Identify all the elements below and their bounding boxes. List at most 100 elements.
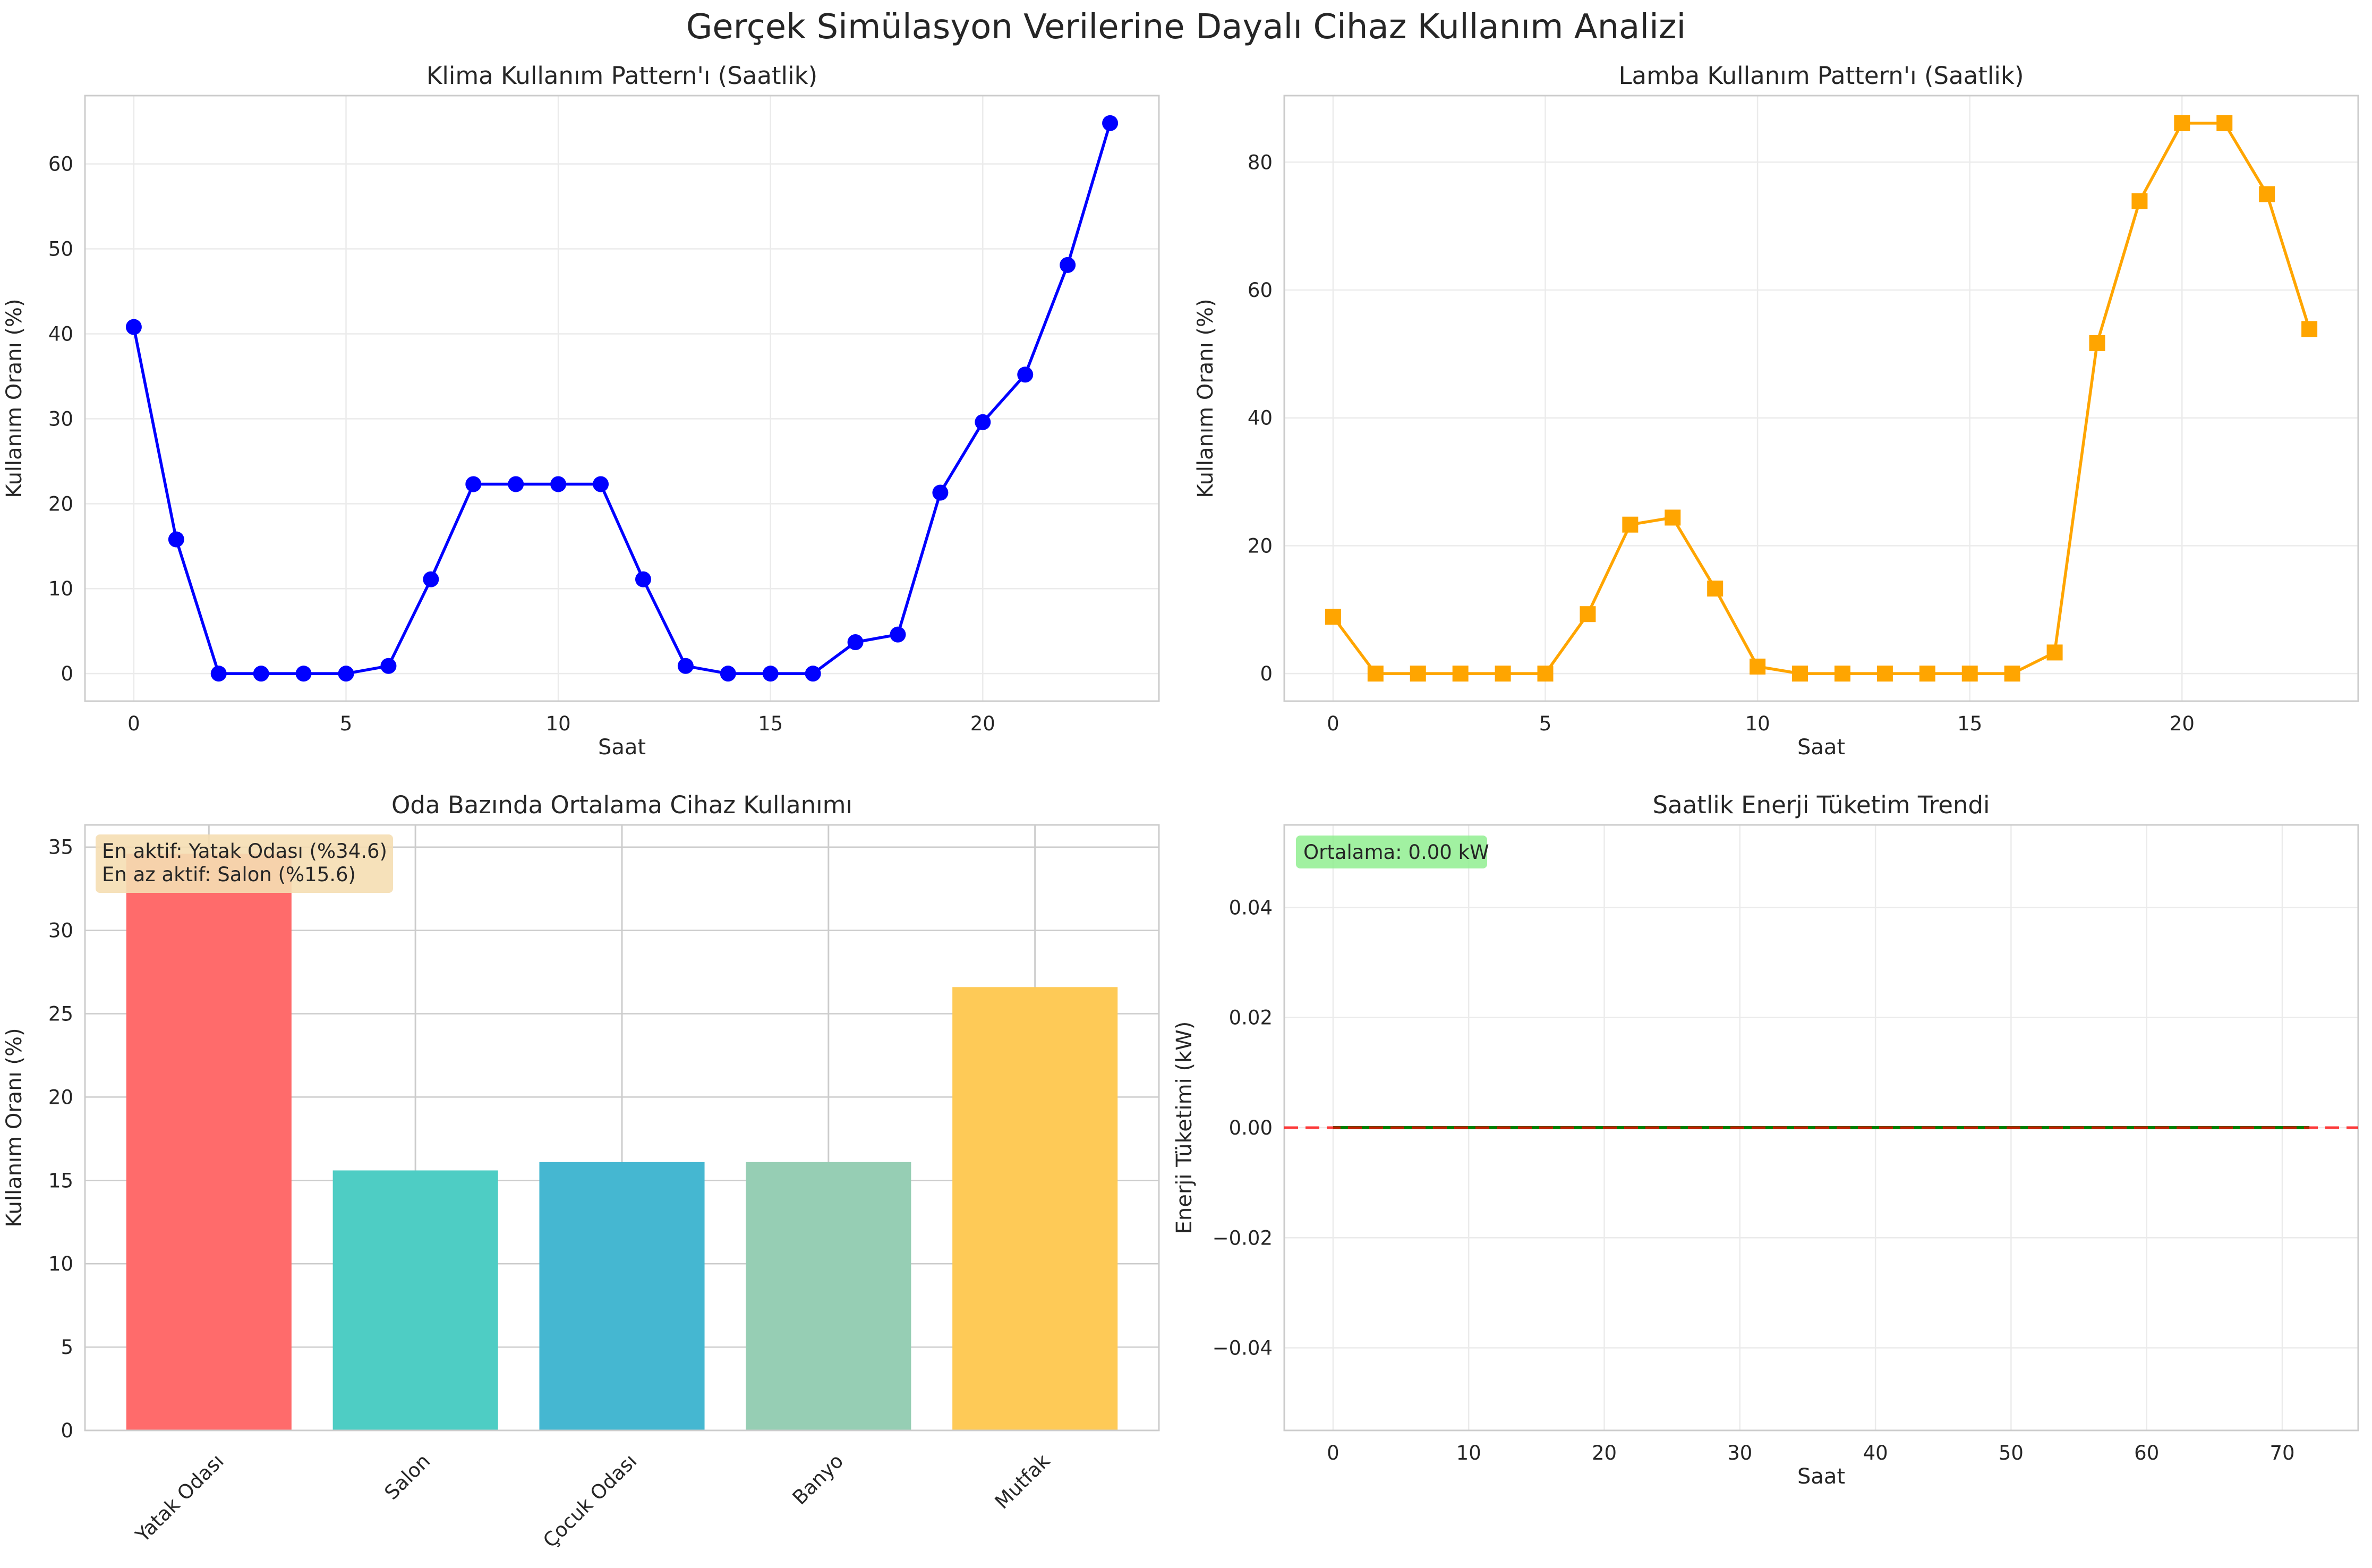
data-point <box>2174 115 2190 131</box>
x-tick-label: Salon <box>380 1450 435 1504</box>
data-point <box>805 666 821 682</box>
y-tick-label: 30 <box>48 407 73 430</box>
data-point <box>593 476 609 492</box>
axes-frame <box>84 824 1160 1431</box>
enerji-x-axis-label: Saat <box>1797 1464 1845 1489</box>
figure-title: Gerçek Simülasyon Verilerine Dayalı Ciha… <box>686 7 1686 47</box>
x-tick-label: 0 <box>1327 712 1339 735</box>
y-tick-label: −0.02 <box>1213 1226 1273 1249</box>
x-tick-label: 10 <box>546 712 571 735</box>
y-tick-label: 0.04 <box>1229 896 1273 919</box>
x-tick-label: 15 <box>1957 712 1982 735</box>
x-tick-label: 50 <box>1999 1442 2024 1464</box>
y-tick-label: 0.02 <box>1229 1007 1273 1029</box>
data-point <box>1367 666 1384 682</box>
data-point <box>1017 367 1034 383</box>
klima-chart: Klima Kullanım Pattern'ı (Saatlik) Saat … <box>2 62 1160 760</box>
x-tick-label: 20 <box>970 712 995 735</box>
data-point <box>1876 666 1893 682</box>
y-tick-label: 40 <box>1248 407 1273 430</box>
data-point <box>1834 666 1850 682</box>
data-point <box>2046 644 2063 661</box>
klima-y-axis-label: Kullanım Oranı (%) <box>2 299 27 498</box>
data-point <box>1750 658 1766 675</box>
y-tick-label: 10 <box>48 577 73 600</box>
data-point <box>2301 321 2318 337</box>
x-tick-label: 10 <box>1745 712 1770 735</box>
x-tick-label: 10 <box>1456 1442 1481 1464</box>
data-point <box>550 476 567 492</box>
data-point <box>635 571 651 587</box>
data-point <box>975 414 991 430</box>
y-tick-label: 5 <box>61 1336 73 1359</box>
data-point <box>762 666 779 682</box>
data-point <box>1622 516 1639 533</box>
x-tick-label: Yatak Odası <box>131 1450 228 1547</box>
x-tick-label: 40 <box>1863 1442 1888 1464</box>
y-tick-label: 20 <box>48 1086 73 1109</box>
series-line <box>132 123 1112 675</box>
lamba-chart: Lamba Kullanım Pattern'ı (Saatlik) Saat … <box>1193 62 2359 760</box>
data-point <box>1060 257 1076 273</box>
data-point <box>1102 115 1119 131</box>
enerji-y-axis-label: Enerji Tüketimi (kW) <box>1172 1021 1197 1234</box>
enerji-chart-title: Saatlik Enerji Tüketim Trendi <box>1652 791 1990 819</box>
y-tick-label: 25 <box>48 1003 73 1026</box>
data-point <box>1495 666 1511 682</box>
data-point <box>2131 193 2148 209</box>
lamba-x-axis-label: Saat <box>1797 735 1845 760</box>
data-point <box>295 666 312 682</box>
oda-chart-title: Oda Bazında Ortalama Cihaz Kullanımı <box>391 791 852 819</box>
y-tick-label: 15 <box>48 1169 73 1192</box>
annotation-background <box>1296 836 1487 868</box>
data-point <box>1452 666 1469 682</box>
y-tick-label: 20 <box>1248 534 1273 557</box>
data-point <box>508 476 524 492</box>
bar <box>332 1170 498 1430</box>
x-tick-label: 15 <box>758 712 783 735</box>
x-tick-label: 30 <box>1727 1442 1752 1464</box>
x-tick-label: 60 <box>2134 1442 2159 1464</box>
data-point <box>890 626 906 643</box>
y-tick-label: 0 <box>61 1419 73 1442</box>
data-point <box>125 319 142 335</box>
annotation-box: Ortalama: 0.00 kW <box>1296 836 1489 868</box>
bar <box>539 1162 705 1430</box>
axes-frame <box>84 95 1160 702</box>
y-tick-label: 0.00 <box>1229 1117 1273 1139</box>
x-tick-label: 20 <box>1592 1442 1617 1464</box>
axes-frame <box>1283 95 2359 702</box>
bar <box>746 1162 911 1430</box>
data-point <box>1325 609 1341 625</box>
x-tick-label: 5 <box>340 712 353 735</box>
x-tick-label: 70 <box>2269 1442 2294 1464</box>
data-point <box>423 571 439 587</box>
x-tick-label: Çocuk Odası <box>539 1450 641 1552</box>
series-line <box>1332 122 2311 675</box>
data-point <box>847 634 864 651</box>
y-tick-label: 0 <box>61 662 73 685</box>
data-point <box>1580 606 1596 623</box>
data-point <box>1792 666 1808 682</box>
klima-chart-title: Klima Kullanım Pattern'ı (Saatlik) <box>426 62 817 90</box>
data-point <box>677 658 694 674</box>
y-tick-label: 60 <box>1248 279 1273 302</box>
oda-y-axis-label: Kullanım Oranı (%) <box>2 1028 27 1227</box>
data-point <box>1707 581 1723 597</box>
enerji-chart: Saatlik Enerji Tüketim Trendi Saat Enerj… <box>1172 791 2359 1489</box>
y-tick-label: 50 <box>48 238 73 261</box>
data-point <box>1919 666 1935 682</box>
y-tick-label: 35 <box>48 836 73 859</box>
y-tick-label: 60 <box>48 153 73 176</box>
x-tick-label: 5 <box>1539 712 1552 735</box>
annotation-line: En aktif: Yatak Odası (%34.6) <box>102 840 387 863</box>
y-tick-label: 30 <box>48 919 73 942</box>
data-point <box>720 666 736 682</box>
klima-x-axis-label: Saat <box>598 735 646 760</box>
annotation-text: Ortalama: 0.00 kW <box>1303 841 1489 864</box>
data-point <box>1961 666 1978 682</box>
data-point <box>253 666 269 682</box>
data-point <box>338 666 354 682</box>
data-point <box>1537 666 1554 682</box>
